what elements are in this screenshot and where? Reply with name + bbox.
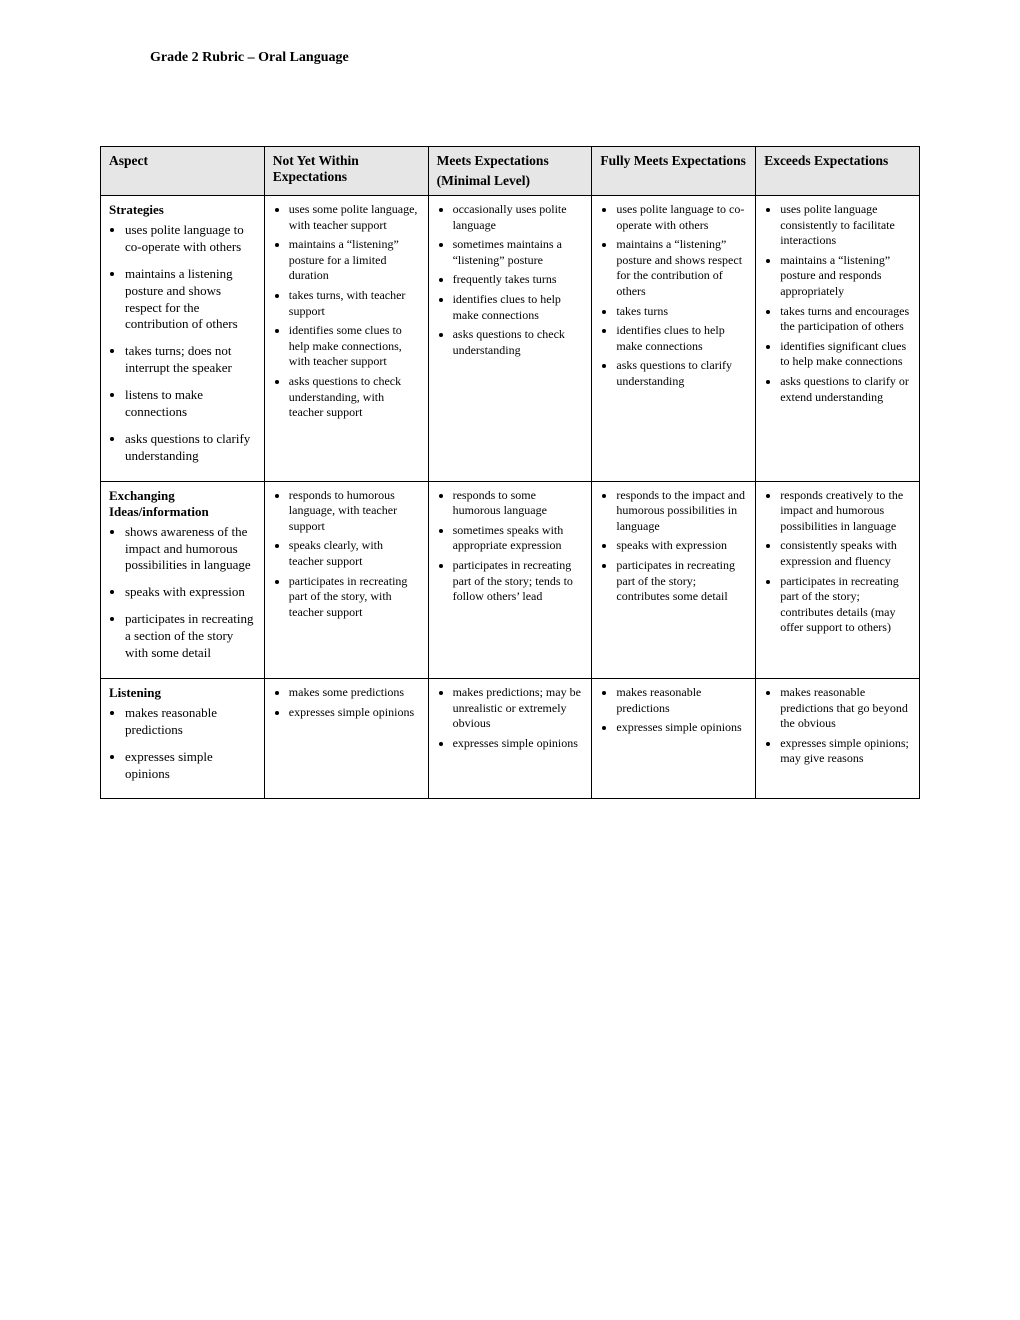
list-item: speaks clearly, with teacher support [289, 538, 420, 569]
list-item: makes reasonable predictions [125, 705, 256, 739]
aspect-title: Strategies [109, 202, 256, 218]
list-item: takes turns and encourages the participa… [780, 304, 911, 335]
list-item: uses some polite language, with teacher … [289, 202, 420, 233]
list-item: uses polite language consistently to fac… [780, 202, 911, 249]
aspect-cell: Exchanging Ideas/information shows awaren… [101, 481, 265, 678]
aspect-cell: Strategies uses polite language to co-ope… [101, 196, 265, 482]
list-item: participates in recreating part of the s… [453, 558, 584, 605]
level-cell-not-yet: makes some predictions expresses simple o… [264, 678, 428, 799]
level-cell-exceeds: uses polite language consistently to fac… [756, 196, 920, 482]
header-exceeds: Exceeds Expectations [756, 147, 920, 196]
list-item: sometimes speaks with appropriate expres… [453, 523, 584, 554]
level-list: makes predictions; may be unrealistic or… [437, 685, 584, 751]
list-item: asks questions to clarify understanding [125, 431, 256, 465]
header-fully-meets: Fully Meets Expectations [592, 147, 756, 196]
list-item: maintains a listening posture and shows … [125, 266, 256, 334]
level-cell-meets: makes predictions; may be unrealistic or… [428, 678, 592, 799]
list-item: sometimes maintains a “listening” postur… [453, 237, 584, 268]
list-item: speaks with expression [125, 584, 256, 601]
level-list: responds to humorous language, with teac… [273, 488, 420, 621]
list-item: participates in recreating part of the s… [616, 558, 747, 605]
header-row: Aspect Not Yet Within Expectations Meets… [101, 147, 920, 196]
level-list: responds creatively to the impact and hu… [764, 488, 911, 636]
level-cell-meets: occasionally uses polite language sometim… [428, 196, 592, 482]
aspect-title: Exchanging Ideas/information [109, 488, 256, 520]
header-not-yet: Not Yet Within Expectations [264, 147, 428, 196]
list-item: consistently speaks with expression and … [780, 538, 911, 569]
list-item: participates in recreating part of the s… [289, 574, 420, 621]
list-item: maintains a “listening” posture and show… [616, 237, 747, 299]
list-item: asks questions to check understanding [453, 327, 584, 358]
list-item: uses polite language to co-operate with … [616, 202, 747, 233]
level-list: makes some predictions expresses simple o… [273, 685, 420, 720]
list-item: takes turns [616, 304, 747, 320]
list-item: maintains a “listening” posture for a li… [289, 237, 420, 284]
level-list: responds to the impact and humorous poss… [600, 488, 747, 605]
list-item: expresses simple opinions; may give reas… [780, 736, 911, 767]
list-item: makes predictions; may be unrealistic or… [453, 685, 584, 732]
level-list: occasionally uses polite language sometim… [437, 202, 584, 358]
list-item: shows awareness of the impact and humoro… [125, 524, 256, 575]
rubric-table: Aspect Not Yet Within Expectations Meets… [100, 146, 920, 799]
aspect-cell: Listening makes reasonable predictions exp… [101, 678, 265, 799]
level-list: uses polite language to co-operate with … [600, 202, 747, 390]
table-row: Strategies uses polite language to co-ope… [101, 196, 920, 482]
level-cell-fully-meets: uses polite language to co-operate with … [592, 196, 756, 482]
list-item: identifies clues to help make connection… [453, 292, 584, 323]
list-item: takes turns, with teacher support [289, 288, 420, 319]
level-list: makes reasonable predictions that go bey… [764, 685, 911, 767]
list-item: expresses simple opinions [289, 705, 420, 721]
level-cell-fully-meets: responds to the impact and humorous poss… [592, 481, 756, 678]
table-row: Exchanging Ideas/information shows awaren… [101, 481, 920, 678]
level-list: responds to some humorous language someti… [437, 488, 584, 605]
list-item: asks questions to clarify understanding [616, 358, 747, 389]
table-row: Listening makes reasonable predictions exp… [101, 678, 920, 799]
level-cell-not-yet: uses some polite language, with teacher … [264, 196, 428, 482]
list-item: asks questions to clarify or extend unde… [780, 374, 911, 405]
aspect-list: uses polite language to co-operate with … [109, 222, 256, 465]
list-item: makes reasonable predictions that go bey… [780, 685, 911, 732]
aspect-title: Listening [109, 685, 256, 701]
list-item: identifies significant clues to help mak… [780, 339, 911, 370]
level-cell-exceeds: responds creatively to the impact and hu… [756, 481, 920, 678]
list-item: listens to make connections [125, 387, 256, 421]
list-item: responds to some humorous language [453, 488, 584, 519]
list-item: identifies some clues to help make conne… [289, 323, 420, 370]
header-meets-sub: (Minimal Level) [437, 173, 584, 189]
list-item: speaks with expression [616, 538, 747, 554]
header-meets-label: Meets Expectations [437, 153, 549, 168]
list-item: responds to humorous language, with teac… [289, 488, 420, 535]
list-item: participates in recreating a section of … [125, 611, 256, 662]
level-cell-fully-meets: makes reasonable predictions expresses si… [592, 678, 756, 799]
list-item: frequently takes turns [453, 272, 584, 288]
list-item: identifies clues to help make connection… [616, 323, 747, 354]
list-item: takes turns; does not interrupt the spea… [125, 343, 256, 377]
list-item: responds to the impact and humorous poss… [616, 488, 747, 535]
list-item: participates in recreating part of the s… [780, 574, 911, 636]
list-item: makes some predictions [289, 685, 420, 701]
header-aspect: Aspect [101, 147, 265, 196]
list-item: uses polite language to co-operate with … [125, 222, 256, 256]
list-item: expresses simple opinions [125, 749, 256, 783]
aspect-list: makes reasonable predictions expresses si… [109, 705, 256, 783]
rubric-body: Strategies uses polite language to co-ope… [101, 196, 920, 799]
list-item: makes reasonable predictions [616, 685, 747, 716]
list-item: occasionally uses polite language [453, 202, 584, 233]
list-item: expresses simple opinions [453, 736, 584, 752]
page-title: Grade 2 Rubric – Oral Language [150, 50, 920, 66]
list-item: responds creatively to the impact and hu… [780, 488, 911, 535]
header-meets: Meets Expectations (Minimal Level) [428, 147, 592, 196]
level-cell-meets: responds to some humorous language someti… [428, 481, 592, 678]
aspect-list: shows awareness of the impact and humoro… [109, 524, 256, 662]
list-item: expresses simple opinions [616, 720, 747, 736]
list-item: maintains a “listening” posture and resp… [780, 253, 911, 300]
level-cell-not-yet: responds to humorous language, with teac… [264, 481, 428, 678]
level-list: uses polite language consistently to fac… [764, 202, 911, 405]
level-list: uses some polite language, with teacher … [273, 202, 420, 421]
list-item: asks questions to check understanding, w… [289, 374, 420, 421]
level-list: makes reasonable predictions expresses si… [600, 685, 747, 736]
level-cell-exceeds: makes reasonable predictions that go bey… [756, 678, 920, 799]
